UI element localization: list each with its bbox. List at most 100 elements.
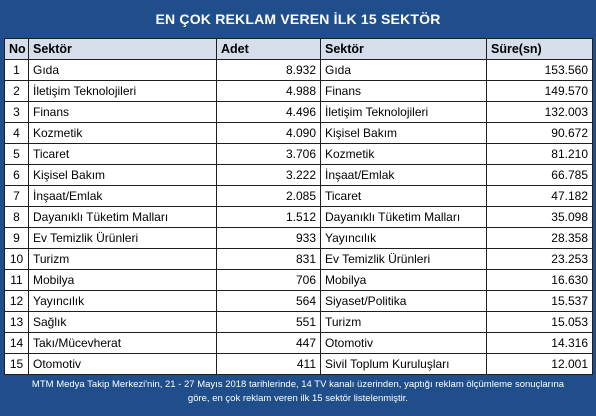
header-sector-left: Sektör	[28, 38, 217, 60]
sure-cell: 47.182	[486, 185, 593, 207]
sector-duration-cell: Siyaset/Politika	[320, 290, 487, 312]
adet-cell: 551	[216, 311, 321, 333]
sector-count-cell: Yayıncılık	[28, 290, 217, 312]
sector-duration-cell: Gıda	[320, 59, 487, 81]
adet-cell: 2.085	[216, 185, 321, 207]
header-no: No	[4, 38, 29, 60]
sector-count-cell: Mobilya	[28, 269, 217, 291]
sure-cell: 12.001	[486, 353, 593, 375]
rank-cell: 5	[4, 143, 29, 165]
table-row: 15 Otomotiv 411 Sivil Toplum Kuruluşları 12.…	[4, 353, 593, 375]
sure-cell: 153.560	[486, 59, 593, 81]
sure-cell: 149.570	[486, 80, 593, 102]
rank-cell: 7	[4, 185, 29, 207]
table-row: 2 İletişim Teknolojileri 4.988 Finans 149.57…	[4, 80, 593, 102]
table-row: 10 Turizm 831 Ev Temizlik Ürünleri 23.253	[4, 248, 593, 270]
sure-cell: 15.537	[486, 290, 593, 312]
sector-count-cell: Kozmetik	[28, 122, 217, 144]
sector-count-cell: Sağlık	[28, 311, 217, 333]
table-row: 13 Sağlık 551 Turizm 15.053	[4, 311, 593, 333]
sector-duration-cell: Ev Temizlik Ürünleri	[320, 248, 487, 270]
rank-cell: 6	[4, 164, 29, 186]
sector-count-cell: Ticaret	[28, 143, 217, 165]
sure-cell: 90.672	[486, 122, 593, 144]
sector-count-cell: Finans	[28, 101, 217, 123]
table-row: 4 Kozmetik 4.090 Kişisel Bakım 90.672	[4, 122, 593, 144]
rank-cell: 14	[4, 332, 29, 354]
table-row: 8 Dayanıklı Tüketim Malları 1.512 Dayanıklı…	[4, 206, 593, 228]
sector-count-cell: Otomotiv	[28, 353, 217, 375]
rank-cell: 11	[4, 269, 29, 291]
footnote-line-2: göre, en çok reklam veren ilk 15 sektör …	[187, 393, 409, 404]
header-sector-right: Sektör	[320, 38, 487, 60]
sector-duration-cell: Dayanıklı Tüketim Malları	[320, 206, 487, 228]
rank-cell: 15	[4, 353, 29, 375]
adet-cell: 8.932	[216, 59, 321, 81]
sector-duration-cell: Ticaret	[320, 185, 487, 207]
adet-cell: 564	[216, 290, 321, 312]
adet-cell: 3.706	[216, 143, 321, 165]
sector-table: No Sektör Adet Sektör Süre(sn) 1 Gıda 8.93…	[4, 38, 593, 375]
sure-cell: 81.210	[486, 143, 593, 165]
table-row: 1 Gıda 8.932 Gıda 153.560	[4, 59, 593, 81]
sector-duration-cell: Kişisel Bakım	[320, 122, 487, 144]
sure-cell: 16.630	[486, 269, 593, 291]
sector-duration-cell: İletişim Teknolojileri	[320, 101, 487, 123]
sector-duration-cell: Otomotiv	[320, 332, 487, 354]
adet-cell: 411	[216, 353, 321, 375]
adet-cell: 4.988	[216, 80, 321, 102]
rank-cell: 8	[4, 206, 29, 228]
table-row: 5 Ticaret 3.706 Kozmetik 81.210	[4, 143, 593, 165]
rank-cell: 13	[4, 311, 29, 333]
sector-duration-cell: Mobilya	[320, 269, 487, 291]
sector-count-cell: Takı/Mücevherat	[28, 332, 217, 354]
rank-cell: 4	[4, 122, 29, 144]
footnote: MTM Medya Takip Merkezi'nin, 21 - 27 May…	[0, 378, 596, 406]
rank-cell: 9	[4, 227, 29, 249]
adet-cell: 933	[216, 227, 321, 249]
rank-cell: 2	[4, 80, 29, 102]
table-row: 11 Mobilya 706 Mobilya 16.630	[4, 269, 593, 291]
table-row: 7 İnşaat/Emlak 2.085 Ticaret 47.182	[4, 185, 593, 207]
adet-cell: 447	[216, 332, 321, 354]
sector-duration-cell: Sivil Toplum Kuruluşları	[320, 353, 487, 375]
sure-cell: 23.253	[486, 248, 593, 270]
table-row: 14 Takı/Mücevherat 447 Otomotiv 14.316	[4, 332, 593, 354]
sure-cell: 66.785	[486, 164, 593, 186]
rank-cell: 3	[4, 101, 29, 123]
sector-count-cell: Turizm	[28, 248, 217, 270]
sector-duration-cell: Yayıncılık	[320, 227, 487, 249]
sure-cell: 28.358	[486, 227, 593, 249]
sector-count-cell: Ev Temizlik Ürünleri	[28, 227, 217, 249]
adet-cell: 831	[216, 248, 321, 270]
adet-cell: 706	[216, 269, 321, 291]
table-body: 1 Gıda 8.932 Gıda 153.560 2 İletişim Teknoloji…	[4, 59, 593, 375]
table-row: 3 Finans 4.496 İletişim Teknolojileri 132.00…	[4, 101, 593, 123]
sector-duration-cell: Kozmetik	[320, 143, 487, 165]
sector-count-cell: İletişim Teknolojileri	[28, 80, 217, 102]
adet-cell: 1.512	[216, 206, 321, 228]
sector-duration-cell: İnşaat/Emlak	[320, 164, 487, 186]
sector-count-cell: İnşaat/Emlak	[28, 185, 217, 207]
adet-cell: 3.222	[216, 164, 321, 186]
adet-cell: 4.090	[216, 122, 321, 144]
sector-count-cell: Gıda	[28, 59, 217, 81]
header-sure: Süre(sn)	[486, 38, 593, 60]
table-header-row: No Sektör Adet Sektör Süre(sn)	[4, 38, 593, 60]
footnote-line-1: MTM Medya Takip Merkezi'nin, 21 - 27 May…	[31, 379, 565, 390]
table-row: 9 Ev Temizlik Ürünleri 933 Yayıncılık 28.358	[4, 227, 593, 249]
rank-cell: 1	[4, 59, 29, 81]
sure-cell: 132.003	[486, 101, 593, 123]
sector-duration-cell: Turizm	[320, 311, 487, 333]
sector-count-cell: Dayanıklı Tüketim Malları	[28, 206, 217, 228]
sector-duration-cell: Finans	[320, 80, 487, 102]
table-row: 6 Kişisel Bakım 3.222 İnşaat/Emlak 66.785	[4, 164, 593, 186]
sure-cell: 14.316	[486, 332, 593, 354]
sector-count-cell: Kişisel Bakım	[28, 164, 217, 186]
sure-cell: 35.098	[486, 206, 593, 228]
page-title: EN ÇOK REKLAM VEREN İLK 15 SEKTÖR	[155, 11, 441, 27]
table-row: 12 Yayıncılık 564 Siyaset/Politika 15.537	[4, 290, 593, 312]
rank-cell: 12	[4, 290, 29, 312]
adet-cell: 4.496	[216, 101, 321, 123]
